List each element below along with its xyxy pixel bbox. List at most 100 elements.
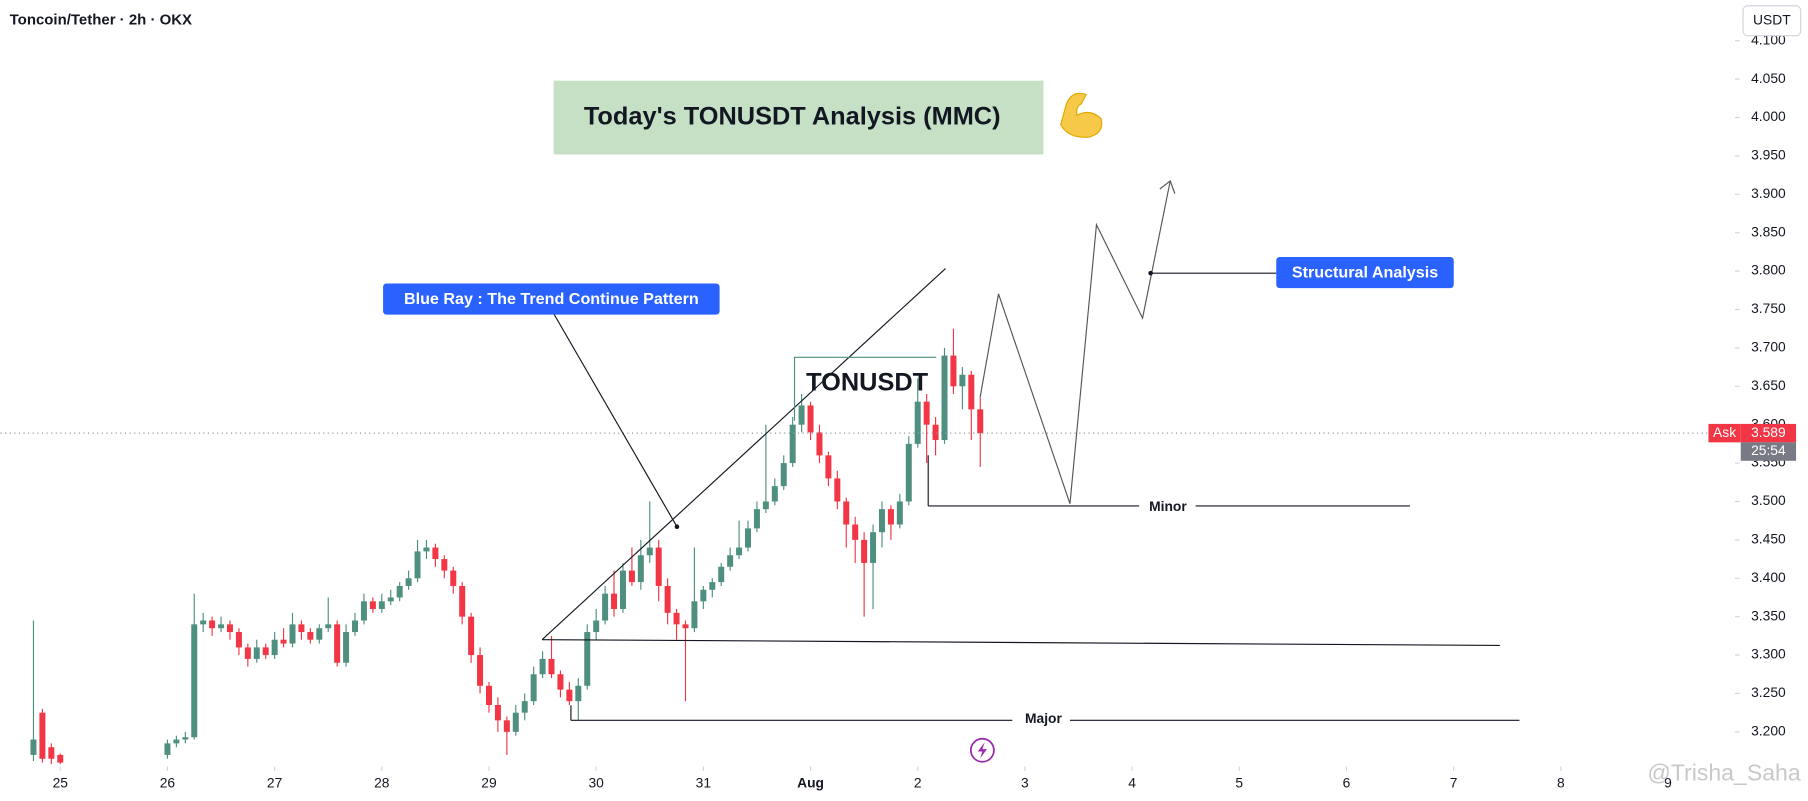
callout-pointer — [553, 313, 678, 527]
y-tick-label: 3.450 — [1751, 531, 1786, 547]
candle-body — [700, 589, 707, 602]
lightning-icon[interactable] — [969, 737, 995, 763]
y-tick-label: 4.000 — [1751, 108, 1786, 124]
candle-body — [512, 712, 519, 732]
y-tick-label: 3.300 — [1751, 646, 1786, 662]
blue-ray-callout — [383, 283, 720, 315]
candle-body — [941, 355, 948, 441]
candle-body — [539, 658, 546, 675]
candle-body — [226, 624, 233, 633]
support-line — [542, 639, 1500, 646]
candle-body — [48, 747, 55, 759]
candle-body — [164, 743, 171, 755]
candle-body — [852, 524, 859, 540]
candle-body — [244, 647, 251, 659]
candle-body — [923, 401, 930, 425]
symbol-label: TONUSDT — [806, 368, 929, 396]
candle-body — [682, 624, 689, 629]
x-tick-label: 26 — [160, 774, 176, 790]
candle-body — [905, 443, 912, 502]
currency-label[interactable]: USDT — [1753, 11, 1791, 27]
candle-body — [566, 689, 573, 702]
x-tick-label: 8 — [1557, 774, 1565, 790]
candle-body — [307, 632, 314, 640]
candle-body — [503, 720, 510, 732]
candle-body — [405, 578, 412, 586]
x-tick-label: 5 — [1235, 774, 1243, 790]
watermark: @Trisha_Saha — [1647, 760, 1800, 786]
candle-body — [334, 624, 341, 663]
y-tick-label: 3.650 — [1751, 377, 1786, 393]
candle-body — [218, 624, 225, 629]
candle-body — [432, 547, 439, 560]
y-tick-label: 3.350 — [1751, 607, 1786, 623]
candle-body — [387, 597, 394, 602]
callout-text: Blue Ray : The Trend Continue Pattern — [404, 290, 699, 308]
y-tick-label: 3.750 — [1751, 300, 1786, 316]
candle-body — [825, 455, 832, 479]
candle-body — [771, 486, 778, 502]
candle-body — [182, 737, 189, 740]
candle-body — [360, 601, 367, 621]
candle-body — [423, 547, 430, 552]
callout-text: Structural Analysis — [1292, 263, 1438, 281]
x-tick-label: 9 — [1664, 774, 1672, 790]
y-tick-label: 3.250 — [1751, 684, 1786, 700]
candle-body — [485, 685, 492, 705]
candle-body — [861, 539, 868, 563]
chart-title: Today's TONUSDT Analysis (MMC) — [584, 102, 1001, 130]
candle-body — [709, 582, 716, 590]
candle-body — [521, 701, 528, 713]
range-box — [793, 356, 937, 421]
candle-body — [619, 570, 626, 609]
candle-body — [914, 401, 921, 444]
candle-body — [584, 632, 591, 686]
x-tick-label: 27 — [267, 774, 282, 790]
blue-ray-line — [541, 268, 946, 641]
candle-body — [977, 409, 984, 434]
currency-button[interactable] — [1742, 5, 1802, 37]
candle-body — [611, 593, 618, 609]
candle-body — [655, 547, 662, 586]
pointer-dot — [1148, 270, 1153, 276]
symbol-header: Toncoin/Tether · 2h · OKX — [10, 12, 192, 29]
candle-body — [57, 754, 64, 763]
x-tick-label: 29 — [481, 774, 497, 790]
candle-body — [325, 624, 332, 629]
x-tick-label: 7 — [1450, 774, 1458, 790]
y-tick-label: 3.700 — [1751, 339, 1786, 355]
candle-body — [548, 658, 555, 675]
candle-body — [602, 593, 609, 621]
candle-body — [468, 616, 475, 656]
candle-body — [235, 632, 242, 648]
y-tick-label: 3.900 — [1751, 185, 1786, 201]
candle-body — [459, 585, 466, 617]
candle-body — [878, 509, 885, 533]
candle-body — [807, 405, 814, 433]
candle-body — [628, 570, 635, 583]
x-tick-label: 3 — [1021, 774, 1029, 790]
x-tick-label: 2 — [914, 774, 922, 790]
candle-body — [932, 424, 939, 441]
y-tick-label: 3.200 — [1751, 723, 1786, 739]
projection-path — [979, 180, 1171, 504]
candle-body — [173, 739, 180, 744]
candle-body — [253, 647, 260, 659]
minor-label: Minor — [1149, 498, 1187, 514]
x-tick-label: Aug — [797, 774, 824, 790]
candle-body — [691, 601, 698, 629]
price-label: 3.589 — [1751, 424, 1786, 440]
candle-body — [887, 509, 894, 525]
candle-body — [834, 478, 841, 502]
candle-body — [200, 620, 207, 625]
candle-body — [816, 432, 823, 456]
x-tick-label: 30 — [588, 774, 604, 790]
candle-body — [718, 566, 725, 583]
x-tick-label: 31 — [696, 774, 712, 790]
candle-body — [378, 601, 385, 609]
candle-body — [753, 509, 760, 529]
y-tick-label: 3.500 — [1751, 492, 1786, 508]
candle-body — [39, 712, 46, 759]
candle-body — [646, 547, 653, 556]
